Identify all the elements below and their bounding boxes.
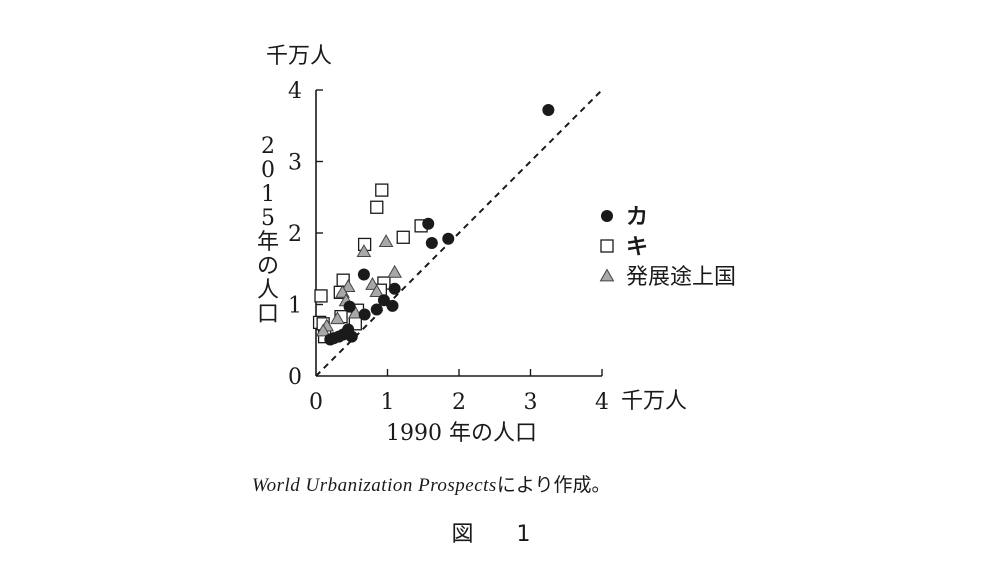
- data-point-circle: [358, 308, 371, 321]
- legend-marker: [600, 239, 614, 253]
- data-point-triangle: [378, 234, 394, 247]
- axes: 0 1 2 3 4 0 1 2 3 4: [288, 79, 609, 415]
- y-axis-title-char: 5: [261, 206, 275, 231]
- points-layer: [312, 104, 555, 346]
- x-axis-title: 1990 年の人口: [386, 421, 537, 446]
- y-axis-title-char: 2: [261, 134, 275, 159]
- y-tick-label: 0: [288, 365, 302, 390]
- x-unit-label: 千万人: [621, 389, 687, 414]
- data-point-circle: [370, 303, 383, 316]
- x-tick-label: 3: [524, 390, 538, 415]
- legend-label: カ: [626, 205, 648, 230]
- data-point-triangle: [340, 279, 356, 292]
- figure-label: 図 1: [451, 522, 549, 547]
- data-point-triangle: [315, 323, 331, 337]
- y-axis-title-char: 人: [257, 278, 279, 303]
- source-suffix: により作成。: [496, 475, 611, 496]
- x-tick-label: 2: [452, 390, 466, 415]
- data-point-circle: [324, 333, 337, 346]
- y-tick-label: 1: [288, 294, 302, 319]
- data-point-triangle: [387, 264, 403, 278]
- y-unit-label: 千万人: [266, 44, 332, 69]
- data-point-triangle: [347, 305, 363, 319]
- source-caption: World Urbanization Prospectsにより作成。: [252, 470, 610, 497]
- x-tick-label: 4: [595, 390, 609, 415]
- y-axis-title-char: の: [257, 254, 279, 279]
- data-point-circle: [343, 300, 356, 313]
- data-point-square: [314, 289, 328, 303]
- data-point-circle: [442, 232, 455, 245]
- legend-label: キ: [626, 235, 648, 260]
- data-point-triangle: [330, 311, 345, 325]
- y-tick-label: 4: [288, 79, 302, 104]
- y-axis-title-char: 1: [261, 182, 275, 207]
- data-point-circle: [388, 282, 401, 295]
- x-tick-label: 1: [381, 390, 395, 415]
- source-title: World Urbanization Prospects: [252, 475, 497, 496]
- reference-line-layer: [315, 89, 603, 377]
- data-point-circle: [357, 268, 370, 281]
- data-point-square: [375, 183, 389, 197]
- y-axis-title-char: 口: [257, 302, 279, 327]
- legend-marker: [601, 210, 613, 222]
- x-tick-label: 0: [309, 390, 323, 415]
- reference-line: [315, 89, 603, 377]
- y-axis-title-char: 0: [261, 158, 275, 183]
- data-point-circle: [377, 294, 390, 307]
- data-point-circle: [425, 237, 438, 250]
- y-axis-title-char: 年: [257, 230, 279, 255]
- data-point-square: [396, 230, 410, 244]
- y-tick-label: 3: [288, 151, 302, 176]
- data-point-circle: [340, 327, 353, 340]
- data-point-triangle: [356, 244, 372, 257]
- data-point-circle: [386, 299, 399, 312]
- data-point-circle: [422, 217, 435, 230]
- y-tick-label: 2: [288, 222, 302, 247]
- data-point-triangle: [369, 284, 385, 298]
- legend-marker: [599, 268, 615, 282]
- legend-label: 発展途上国: [626, 265, 736, 290]
- data-point-circle: [542, 104, 555, 117]
- data-point-square: [370, 200, 384, 214]
